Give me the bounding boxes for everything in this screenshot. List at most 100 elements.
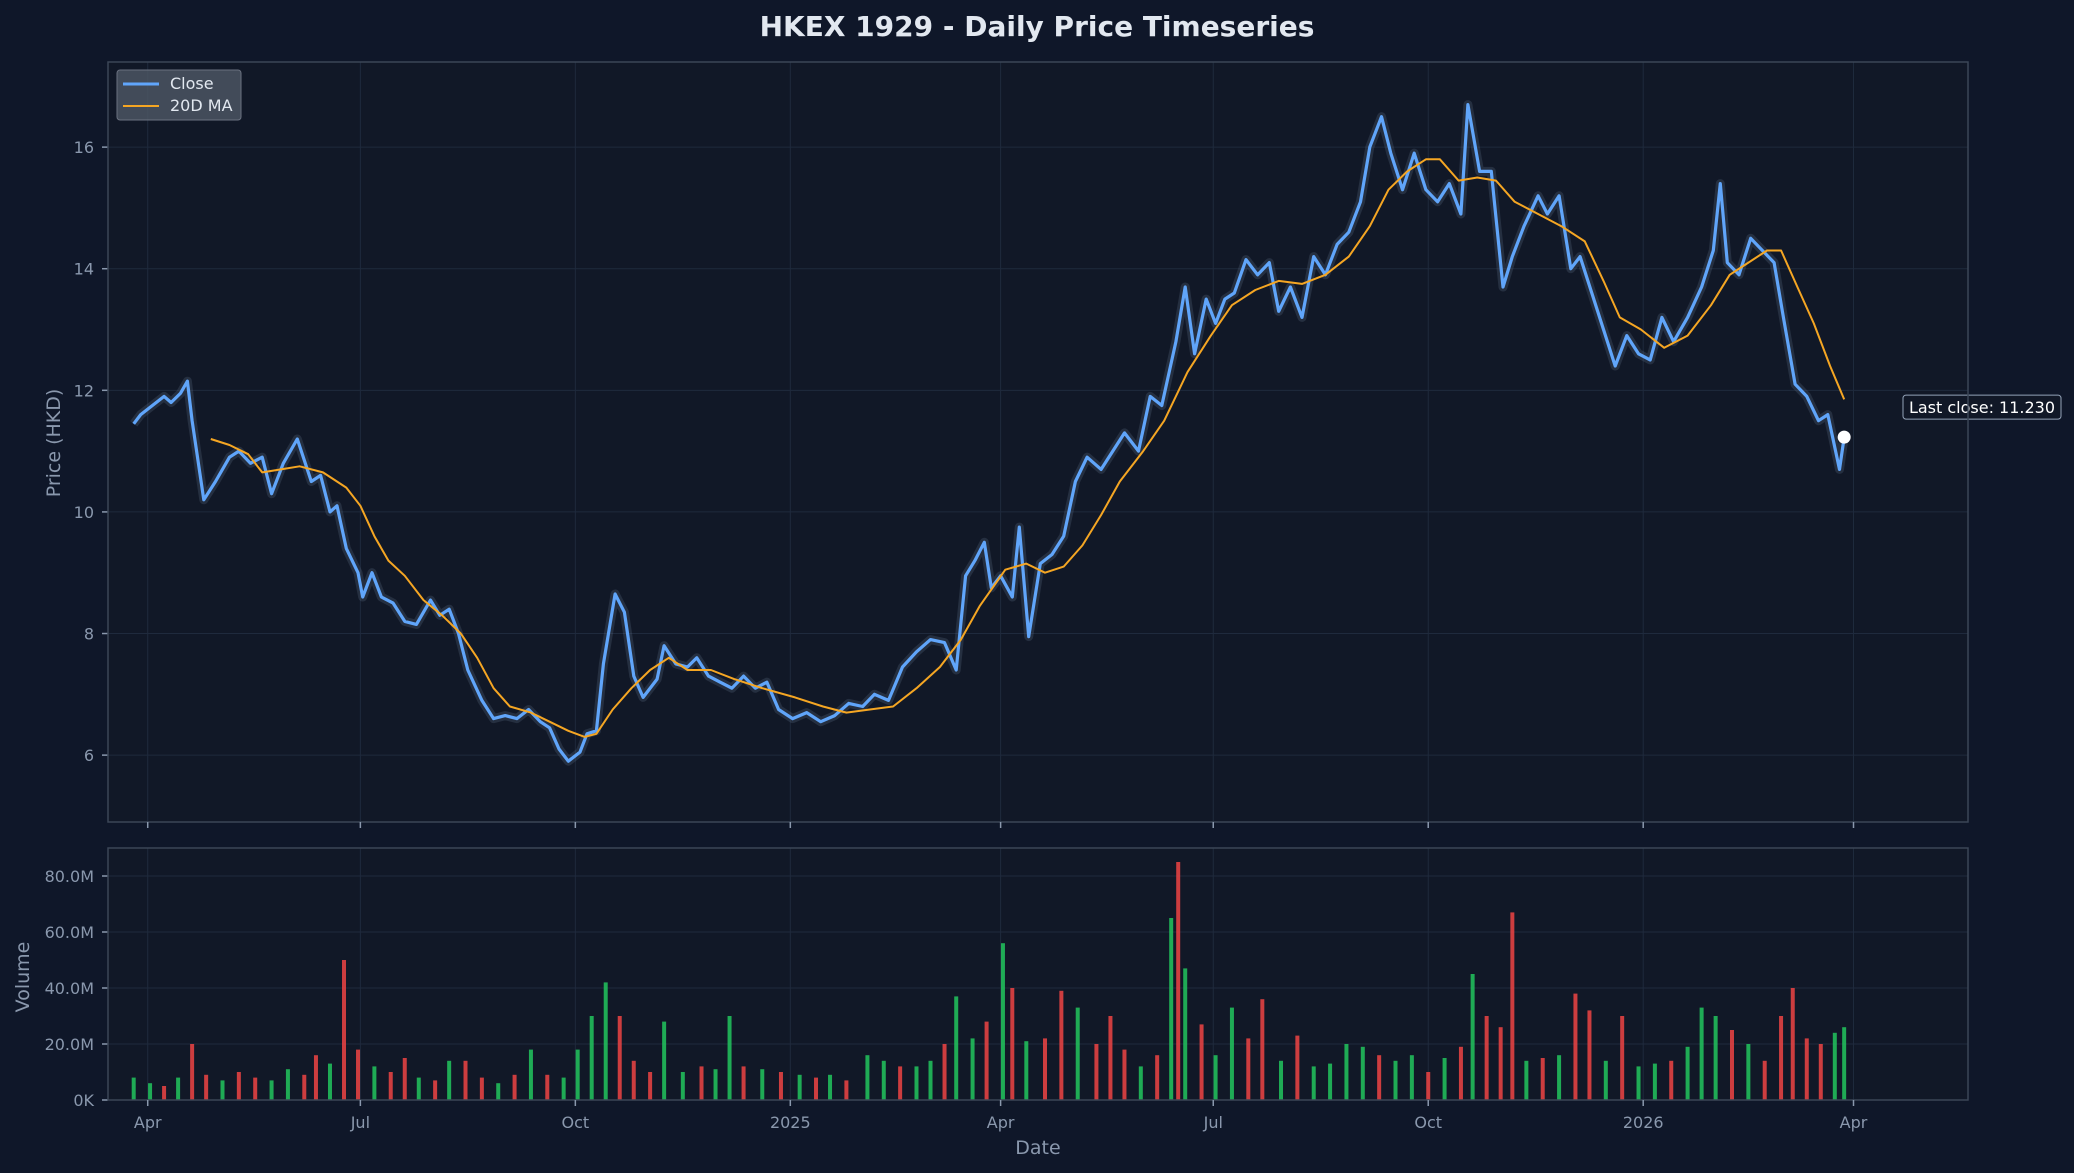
volume-bar (1652, 1063, 1657, 1100)
volume-bar (603, 982, 608, 1100)
volume-bar (898, 1066, 903, 1100)
volume-bar (1328, 1063, 1333, 1100)
volume-bar (1229, 1007, 1234, 1100)
volume-bar (954, 996, 959, 1100)
volume-bar (1587, 1010, 1592, 1100)
volume-y-tick-label: 80.0M (45, 867, 94, 886)
volume-bar (575, 1049, 580, 1100)
volume-bar (970, 1038, 975, 1100)
volume-bar (1075, 1007, 1080, 1100)
x-tick-label: Apr (1840, 1113, 1868, 1132)
volume-bar (1669, 1060, 1674, 1100)
volume-bar (865, 1055, 870, 1100)
volume-bar (1470, 974, 1475, 1100)
volume-bar (1790, 988, 1795, 1100)
price-y-tick-label: 16 (74, 138, 94, 157)
volume-bar (942, 1044, 947, 1100)
volume-bar (204, 1074, 209, 1100)
volume-plot-area (108, 848, 1968, 1100)
volume-bar (589, 1016, 594, 1100)
volume-bar (1059, 990, 1064, 1100)
price-y-tick-label: 14 (74, 260, 94, 279)
annotation-text: Last close: 11.230 (1909, 398, 2055, 417)
volume-bar (1246, 1038, 1251, 1100)
x-tick-label: Jul (1203, 1113, 1223, 1132)
volume-bar (1620, 1016, 1625, 1100)
volume-bar (1573, 993, 1578, 1100)
volume-bar (220, 1080, 225, 1100)
volume-bar (1344, 1044, 1349, 1100)
volume-bar (236, 1072, 241, 1100)
volume-bar (342, 960, 347, 1100)
volume-bar (253, 1077, 258, 1100)
price-y-tick-label: 10 (74, 503, 94, 522)
volume-bar (313, 1055, 318, 1100)
volume-bar (1213, 1055, 1218, 1100)
volume-bar (463, 1060, 468, 1100)
volume-bar (778, 1072, 783, 1100)
volume-bar (1122, 1049, 1127, 1100)
volume-bar (402, 1058, 407, 1100)
volume-bar (760, 1069, 765, 1100)
volume-axis-label: Volume (12, 942, 34, 1013)
volume-bar (617, 1016, 622, 1100)
volume-y-tick-label: 60.0M (45, 923, 94, 942)
volume-bar (1360, 1046, 1365, 1100)
volume-bar (269, 1080, 274, 1100)
volume-bar (1804, 1038, 1809, 1100)
volume-bar (479, 1077, 484, 1100)
volume-bar (828, 1074, 833, 1100)
price-panel-frame (107, 61, 1969, 823)
volume-bar (797, 1074, 802, 1100)
volume-bar (148, 1083, 153, 1100)
volume-panel: 0K 20.0M 40.0M 60.0M 80.0M (45, 847, 1969, 1110)
volume-bar (1108, 1016, 1113, 1100)
price-y-tick-label: 12 (74, 381, 94, 400)
volume-bar (1442, 1058, 1447, 1100)
volume-bar (1699, 1007, 1704, 1100)
volume-y-tick-label: 20.0M (45, 1035, 94, 1054)
x-tick-label: 2025 (770, 1113, 811, 1132)
volume-bar (1540, 1058, 1545, 1100)
volume-bar (1832, 1032, 1837, 1100)
volume-bar (1510, 912, 1515, 1100)
last-close-annotation: Last close: 11.230 (1902, 394, 2062, 420)
volume-bar (1713, 1016, 1718, 1100)
volume-bar (699, 1066, 704, 1100)
x-tick-label: Jul (350, 1113, 370, 1132)
volume-bar (1311, 1066, 1316, 1100)
volume-bar (727, 1016, 732, 1100)
volume-bar (416, 1077, 421, 1100)
annotation-box (1902, 394, 2062, 420)
volume-bar (914, 1066, 919, 1100)
volume-bar (1409, 1055, 1414, 1100)
volume-bar (648, 1072, 653, 1100)
volume-bar (285, 1069, 290, 1100)
volume-bar (680, 1072, 685, 1100)
x-tick-label: Apr (987, 1113, 1015, 1132)
volume-bar (1557, 1055, 1562, 1100)
x-tick-label: Oct (562, 1113, 590, 1132)
volume-bar (327, 1063, 332, 1100)
x-axis: Apr Jul Oct 2025 Apr Jul Oct 2026 Apr (134, 822, 1868, 1132)
volume-bar (1685, 1046, 1690, 1100)
volume-bar (1498, 1027, 1503, 1100)
legend-label: 20D MA (170, 96, 233, 115)
volume-bar (1818, 1044, 1823, 1100)
volume-bar (176, 1077, 181, 1100)
volume-bar (1729, 1030, 1734, 1100)
volume-bar (1260, 999, 1265, 1100)
volume-bar (131, 1077, 136, 1100)
volume-bar (1138, 1066, 1143, 1100)
volume-bar (1279, 1060, 1284, 1100)
volume-bar (528, 1049, 533, 1100)
volume-bar (1603, 1060, 1608, 1100)
volume-bar (814, 1077, 819, 1100)
volume-bar (662, 1021, 667, 1100)
x-tick-label: 2026 (1623, 1113, 1664, 1132)
price-axis-label: Price (HKD) (43, 389, 65, 498)
volume-bar (372, 1066, 377, 1100)
volume-bar (1636, 1066, 1641, 1100)
